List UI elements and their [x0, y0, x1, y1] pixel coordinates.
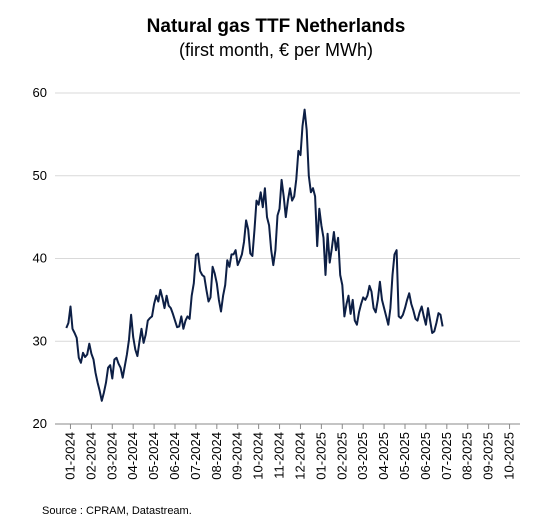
x-tick-label: 01-2025: [313, 432, 328, 480]
x-tick-label: 04-2024: [125, 432, 140, 480]
series-line: [65, 108, 444, 402]
x-tick-label: 05-2024: [146, 432, 161, 480]
x-tick-label: 07-2025: [439, 432, 454, 480]
chart-title: Natural gas TTF Netherlands: [146, 16, 406, 37]
x-tick-label: 08-2024: [209, 432, 224, 480]
source-note: Source : CPRAM, Datastream.: [42, 505, 192, 517]
x-tick-label: 06-2025: [418, 432, 433, 480]
x-tick-label: 09-2025: [481, 432, 496, 480]
x-tick-label: 04-2025: [376, 432, 391, 480]
y-tick-label: 50: [33, 168, 47, 183]
chart-subtitle: (first month, € per MWh): [178, 40, 374, 60]
y-tick-label: 20: [33, 416, 47, 431]
y-tick-label: 40: [33, 251, 47, 266]
x-tick-label: 10-2024: [251, 432, 266, 480]
x-tick-label: 11-2024: [272, 432, 287, 479]
x-tick-label: 02-2024: [83, 432, 98, 480]
x-tick-label: 12-2024: [292, 432, 307, 480]
x-tick-label: 09-2024: [230, 432, 245, 480]
x-tick-label: 01-2024: [62, 432, 77, 480]
y-tick-label: 30: [33, 333, 47, 348]
x-tick-label: 10-2025: [502, 432, 517, 480]
x-tick-label: 02-2025: [334, 432, 349, 480]
x-tick-label: 07-2024: [188, 432, 203, 480]
x-tick-label: 08-2025: [460, 432, 475, 480]
x-tick-label: 05-2025: [397, 432, 412, 480]
x-tick-label: 06-2024: [167, 432, 182, 480]
x-tick-label: 03-2024: [104, 432, 119, 480]
x-tick-label: 03-2025: [355, 432, 370, 480]
y-tick-label: 60: [33, 85, 47, 100]
